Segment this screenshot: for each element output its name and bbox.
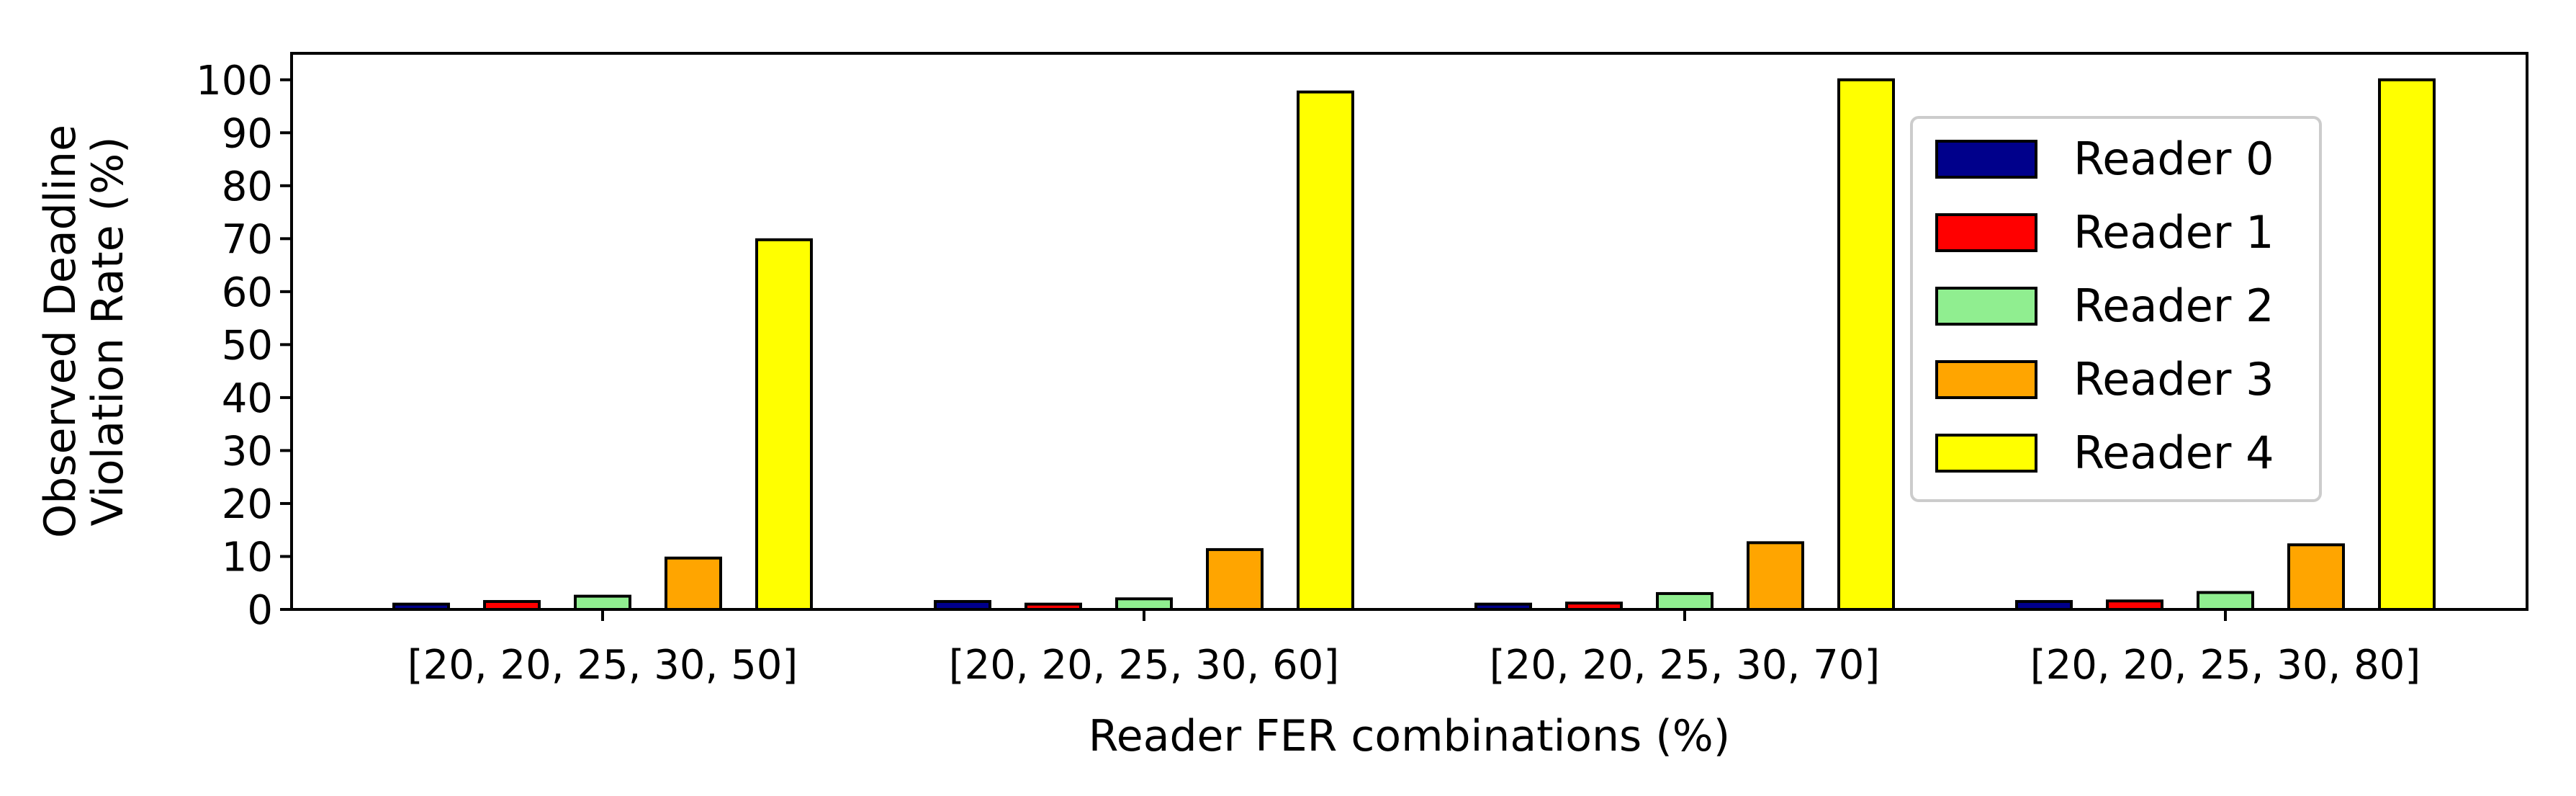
y-tick-label: 0 <box>247 587 273 634</box>
bar-reader-2-group-0 <box>574 594 631 611</box>
y-axis-label-line: Observed Deadline <box>35 125 86 538</box>
bars-layer <box>392 78 2436 612</box>
legend-label: Reader 0 <box>2073 133 2274 185</box>
y-tick-label: 40 <box>222 375 273 422</box>
bar-reader-4-group-2 <box>1837 78 1895 611</box>
bar-reader-2-group-1 <box>1115 597 1173 611</box>
y-axis-label-line: Violation Rate (%) <box>83 136 133 526</box>
bar-reader-2-group-3 <box>2197 591 2254 611</box>
bar-reader-3-group-2 <box>1747 541 1804 611</box>
bar-reader-4-group-1 <box>1297 90 1354 612</box>
y-tick-label: 80 <box>222 164 273 210</box>
y-tick-label: 30 <box>222 428 273 475</box>
legend: Reader 0 Reader 1 Reader 2 Reader 3 Reader 4 <box>1910 116 2322 502</box>
bar-reader-4-group-0 <box>755 238 813 611</box>
x-tick-label: [20, 20, 25, 30, 80] <box>2030 642 2420 689</box>
y-tick-label: 90 <box>222 110 273 157</box>
x-tick-label: [20, 20, 25, 30, 50] <box>407 642 798 689</box>
legend-swatch <box>1935 287 2037 326</box>
legend-swatch <box>1935 434 2037 473</box>
y-tick-label: 70 <box>222 216 273 263</box>
plot-area-frame <box>290 52 2528 611</box>
y-tick-label: 50 <box>222 322 273 369</box>
x-tick-label: [20, 20, 25, 30, 70] <box>1490 642 1880 689</box>
bar-reader-4-group-3 <box>2378 78 2436 611</box>
y-tick-label: 100 <box>196 58 273 104</box>
legend-label: Reader 4 <box>2073 426 2274 479</box>
x-axis-label: Reader FER combinations (%) <box>1089 711 1730 761</box>
y-tick-label: 20 <box>222 481 273 528</box>
y-tick-label: 60 <box>222 269 273 316</box>
x-tick-label: [20, 20, 25, 30, 60] <box>949 642 1339 689</box>
legend-label: Reader 1 <box>2073 206 2274 259</box>
bar-reader-3-group-3 <box>2287 543 2345 612</box>
legend-swatch <box>1935 213 2037 252</box>
legend-swatch <box>1935 140 2037 179</box>
y-tick-label: 10 <box>222 534 273 581</box>
bar-reader-3-group-1 <box>1206 547 1264 611</box>
legend-label: Reader 3 <box>2073 353 2274 406</box>
bar-reader-3-group-0 <box>665 556 722 611</box>
bar-reader-2-group-2 <box>1656 591 1713 612</box>
legend-label: Reader 2 <box>2073 280 2274 332</box>
legend-swatch <box>1935 360 2037 399</box>
x-axis: [20, 20, 25, 30, 50] [20, 20, 25, 30, 60]… <box>407 609 2420 689</box>
y-axis: 0 10 20 30 40 50 60 70 80 90 100 <box>196 58 292 634</box>
